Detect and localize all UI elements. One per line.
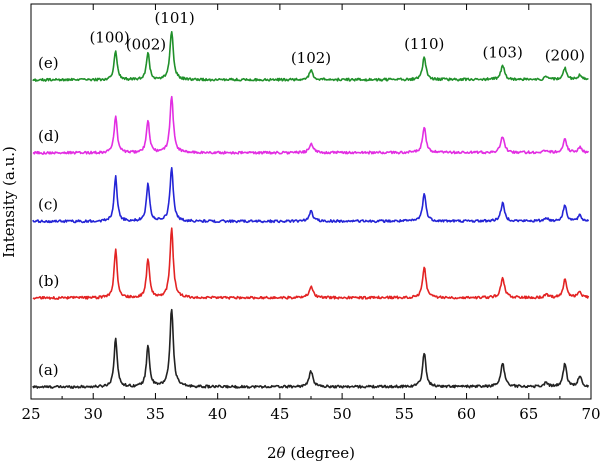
series-line-c (32, 166, 590, 224)
series-line-b (32, 227, 590, 300)
series-line-d (32, 95, 590, 155)
series-line-a (32, 308, 590, 389)
x-tick-label: 50 (333, 405, 352, 423)
series-label: (a) (38, 361, 59, 379)
peak-label: (110) (404, 35, 444, 53)
x-tick-label: 30 (84, 405, 103, 423)
peak-label: (200) (545, 46, 585, 64)
series-layer (32, 31, 590, 389)
x-tick-label: 60 (457, 405, 476, 423)
x-axis-label: 2θ (degree) (267, 444, 355, 462)
x-tick-label: 25 (21, 405, 40, 423)
series-labels: (a) (b) (c) (d) (e) (38, 54, 59, 379)
peak-label: (002) (126, 35, 166, 53)
x-tick-label: 45 (270, 405, 289, 423)
x-tick-label: 55 (395, 405, 414, 423)
x-tick-label: 40 (208, 405, 227, 423)
series-label: (c) (38, 195, 58, 213)
series-line-e (32, 31, 589, 82)
peak-label: (101) (154, 9, 194, 27)
x-tick-label: 70 (581, 405, 600, 423)
peak-label: (103) (482, 44, 522, 62)
x-tick-label: 65 (519, 405, 538, 423)
series-label: (b) (38, 272, 59, 290)
x-ticks: 25 30 35 40 45 50 55 60 65 70 (21, 4, 600, 423)
series-label: (d) (38, 127, 59, 145)
x-tick-label: 35 (146, 405, 165, 423)
peak-label: (100) (89, 29, 129, 47)
series-label: (e) (38, 54, 59, 72)
y-axis-label: Intensity (a.u.) (0, 146, 18, 258)
peak-label: (102) (291, 49, 331, 67)
peak-labels: (100)(002) (101) (102) (110) (103) (200) (89, 9, 585, 67)
